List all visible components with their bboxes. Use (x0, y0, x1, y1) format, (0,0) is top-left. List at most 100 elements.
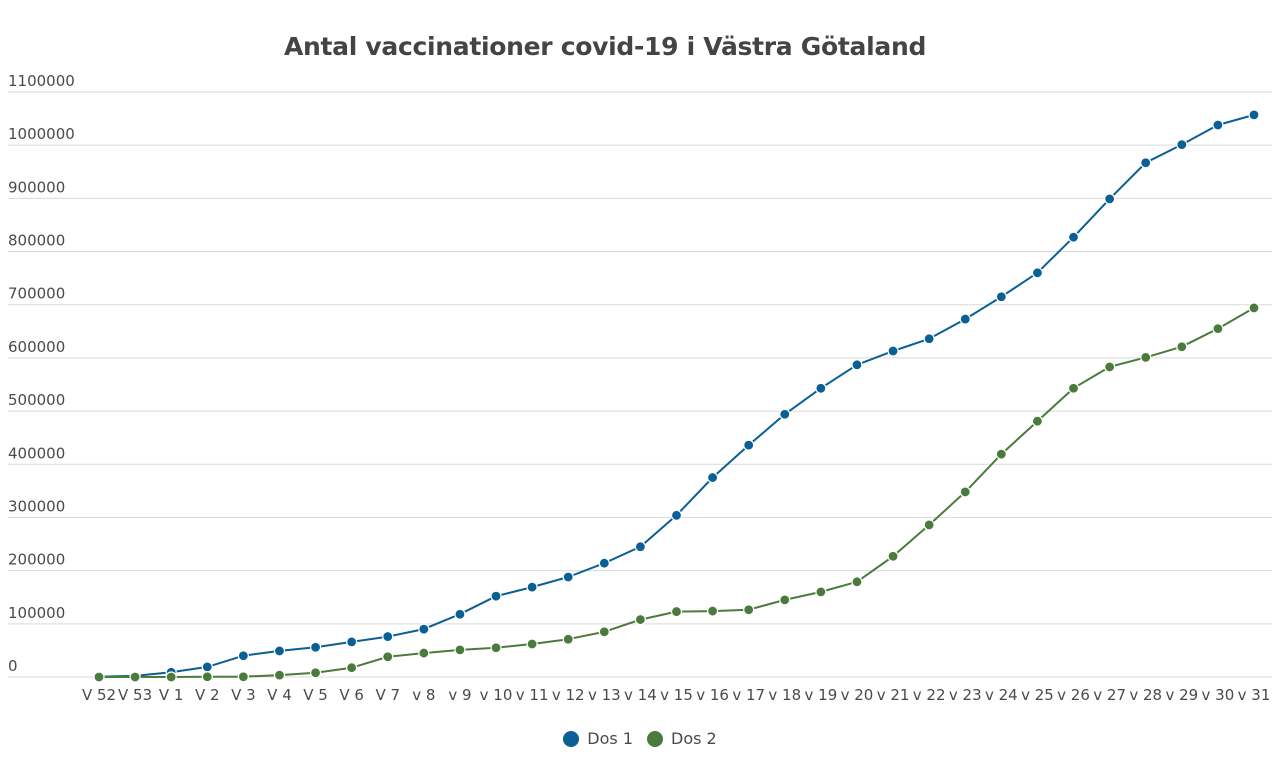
legend-label: Dos 2 (671, 729, 717, 748)
data-point[interactable]: Dos 1 v 17: 436000 (743, 439, 755, 451)
y-tick-label: 400000 (8, 444, 65, 462)
data-point[interactable]: Dos 1 V 7: 76000 (382, 630, 394, 643)
data-point[interactable]: Dos 1 v 23: 673000 (959, 313, 971, 325)
legend-marker-icon (563, 730, 580, 747)
data-point[interactable]: Dos 2 V 3: 500 (237, 671, 249, 683)
legend-label: Dos 1 (587, 729, 633, 748)
data-point[interactable]: Dos 1 v 19: 543000 (815, 382, 827, 394)
x-tick-label: v 9 (448, 686, 471, 704)
data-point[interactable]: Dos 1 v 12: 188000 (562, 571, 574, 583)
x-tick-label: v 28 (1129, 686, 1162, 704)
data-point[interactable]: Dos 2 V 6: 17500 (346, 662, 358, 674)
data-point[interactable]: Dos 1 v 13: 214000 (598, 557, 610, 569)
data-point[interactable]: Dos 1 v 31: 1057000 (1248, 109, 1260, 121)
data-point[interactable]: Dos 2 v 24: 419000 (995, 448, 1007, 460)
data-point[interactable]: Dos 2 v 22: 286000 (923, 519, 935, 531)
x-tick-label: V 2 (195, 686, 220, 704)
x-tick-label: v 31 (1238, 686, 1271, 704)
data-point[interactable]: Dos 2 v 13: 85000 (598, 626, 610, 638)
x-tick-label: v 16 (696, 686, 729, 704)
data-point[interactable]: Dos 2 v 8: 45000 (418, 647, 430, 659)
y-tick-label: 100000 (8, 604, 65, 622)
data-point[interactable]: Dos 2 v 12: 71000 (562, 633, 574, 645)
y-gridlines (8, 91, 1272, 678)
y-axis-labels: 0 100000 200000 300000 400000 500000 600000 700… (8, 72, 75, 675)
data-point[interactable]: Dos 2 V 7: 38000 (382, 651, 394, 663)
data-point[interactable]: Dos 1 v 27: 899000 (1104, 193, 1116, 205)
data-point[interactable]: Dos 2 v 28: 601000 (1140, 351, 1152, 363)
data-point[interactable]: Dos 2 v 15: 123000 (670, 605, 683, 618)
data-point[interactable]: Dos 2 V 5: 8000 (309, 667, 322, 679)
data-point[interactable]: Dos 1 V 5: 56000 (309, 641, 322, 653)
data-point[interactable]: Dos 1 v 14: 245000 (634, 541, 647, 553)
data-point[interactable]: Dos 1 v 22: 636000 (923, 333, 935, 345)
data-point[interactable]: Dos 1 V 6: 66000 (346, 636, 358, 648)
data-point[interactable]: Dos 2 v 14: 108000 (634, 613, 647, 626)
data-point[interactable]: Dos 2 v 16: 124000 (706, 605, 719, 617)
data-point[interactable]: Dos 1 V 4: 49000 (273, 645, 286, 657)
data-point[interactable]: Dos 2 v 25: 481000 (1031, 415, 1044, 427)
data-point[interactable]: Dos 2 v 17: 126500 (743, 604, 755, 616)
data-point[interactable]: Dos 2 v 10: 55000 (490, 642, 502, 654)
data-point[interactable]: Dos 1 v 29: 1001000 (1176, 139, 1188, 151)
data-point[interactable]: Dos 1 v 16: 375000 (706, 471, 719, 484)
data-point[interactable]: Dos 1 V 2: 19000 (201, 661, 213, 673)
series-dos-1: Dos 1 V 52: 500Dos 1 V 53: 2000Dos 1 V 1… (93, 109, 1260, 683)
data-point[interactable]: Dos 2 V 2: 500 (201, 671, 213, 683)
data-point[interactable]: Dos 2 v 30: 655000 (1212, 323, 1224, 335)
data-point[interactable]: Dos 2 v 20: 179000 (851, 576, 863, 588)
data-point[interactable]: Dos 1 v 10: 152000 (490, 590, 502, 602)
data-point[interactable]: Dos 1 v 20: 587000 (851, 359, 863, 371)
data-point[interactable]: Dos 2 v 29: 621000 (1176, 341, 1188, 353)
chart-title: Antal vaccinationer covid-19 i Västra Gö… (283, 32, 927, 61)
data-point[interactable]: Dos 2 v 19: 160000 (815, 586, 827, 598)
x-tick-label: v 21 (877, 686, 910, 704)
x-tick-label: v 15 (660, 686, 693, 704)
data-point[interactable]: Dos 1 V 3: 40000 (237, 650, 249, 662)
x-tick-label: V 1 (159, 686, 184, 704)
data-point[interactable]: Dos 2 v 23: 348000 (959, 486, 971, 498)
x-tick-label: v 20 (841, 686, 874, 704)
x-tick-label: v 10 (480, 686, 513, 704)
data-point[interactable]: Dos 2 V 53: 0 (129, 671, 141, 683)
plot-area: 0 100000 200000 300000 400000 500000 600000 700… (8, 72, 1272, 704)
data-point[interactable]: Dos 2 V 52: 0 (93, 671, 105, 683)
data-point[interactable]: Dos 2 v 31: 694000 (1248, 302, 1260, 314)
data-point[interactable]: Dos 1 v 18: 494000 (779, 408, 791, 420)
x-tick-label: v 25 (1021, 686, 1054, 704)
data-point[interactable]: Dos 1 v 21: 613000 (887, 345, 899, 357)
data-point[interactable]: Dos 1 v 11: 169000 (526, 581, 538, 593)
data-point[interactable]: Dos 1 v 15: 304000 (670, 509, 683, 521)
y-tick-label: 500000 (8, 391, 65, 409)
data-point[interactable]: Dos 2 v 9: 51000 (454, 644, 466, 656)
data-point[interactable]: Dos 2 v 27: 583000 (1104, 361, 1116, 373)
data-point[interactable]: Dos 2 v 11: 62000 (526, 638, 538, 650)
x-tick-label: v 17 (732, 686, 765, 704)
legend-item-dos-1[interactable]: Dos 1 (563, 729, 633, 748)
data-point[interactable]: Dos 1 v 30: 1038000 (1212, 119, 1224, 131)
x-tick-label: v 30 (1202, 686, 1235, 704)
x-tick-label: V 52 (82, 686, 116, 704)
data-point[interactable]: Dos 1 v 26: 827000 (1067, 231, 1080, 243)
y-tick-label: 600000 (8, 338, 65, 356)
data-point[interactable]: Dos 1 v 25: 760000 (1031, 267, 1044, 279)
x-tick-label: v 27 (1093, 686, 1126, 704)
legend-item-dos-2[interactable]: Dos 2 (647, 729, 717, 748)
data-point[interactable]: Dos 2 v 18: 145000 (779, 594, 791, 606)
x-tick-label: V 5 (303, 686, 328, 704)
y-tick-label: 800000 (8, 232, 65, 250)
x-tick-label: v 11 (516, 686, 549, 704)
data-point[interactable]: Dos 2 v 21: 227000 (887, 550, 899, 562)
legend-marker-icon (647, 730, 663, 747)
data-point[interactable]: Dos 1 v 9: 118000 (454, 608, 466, 620)
data-point[interactable]: Dos 1 v 28: 967000 (1140, 157, 1152, 169)
data-point[interactable]: Dos 2 v 26: 543000 (1067, 382, 1080, 394)
data-point[interactable]: Dos 1 v 8: 90000 (418, 623, 430, 635)
series-lines: Dos 1 V 52: 500Dos 1 V 53: 2000Dos 1 V 1… (93, 109, 1260, 683)
data-point[interactable]: Dos 1 v 24: 715000 (995, 291, 1007, 303)
data-point[interactable]: Dos 2 V 4: 3500 (273, 669, 286, 681)
x-tick-label: v 14 (624, 686, 657, 704)
data-point[interactable]: Dos 2 V 1: 0 (165, 671, 177, 683)
x-tick-label: v 18 (768, 686, 801, 704)
